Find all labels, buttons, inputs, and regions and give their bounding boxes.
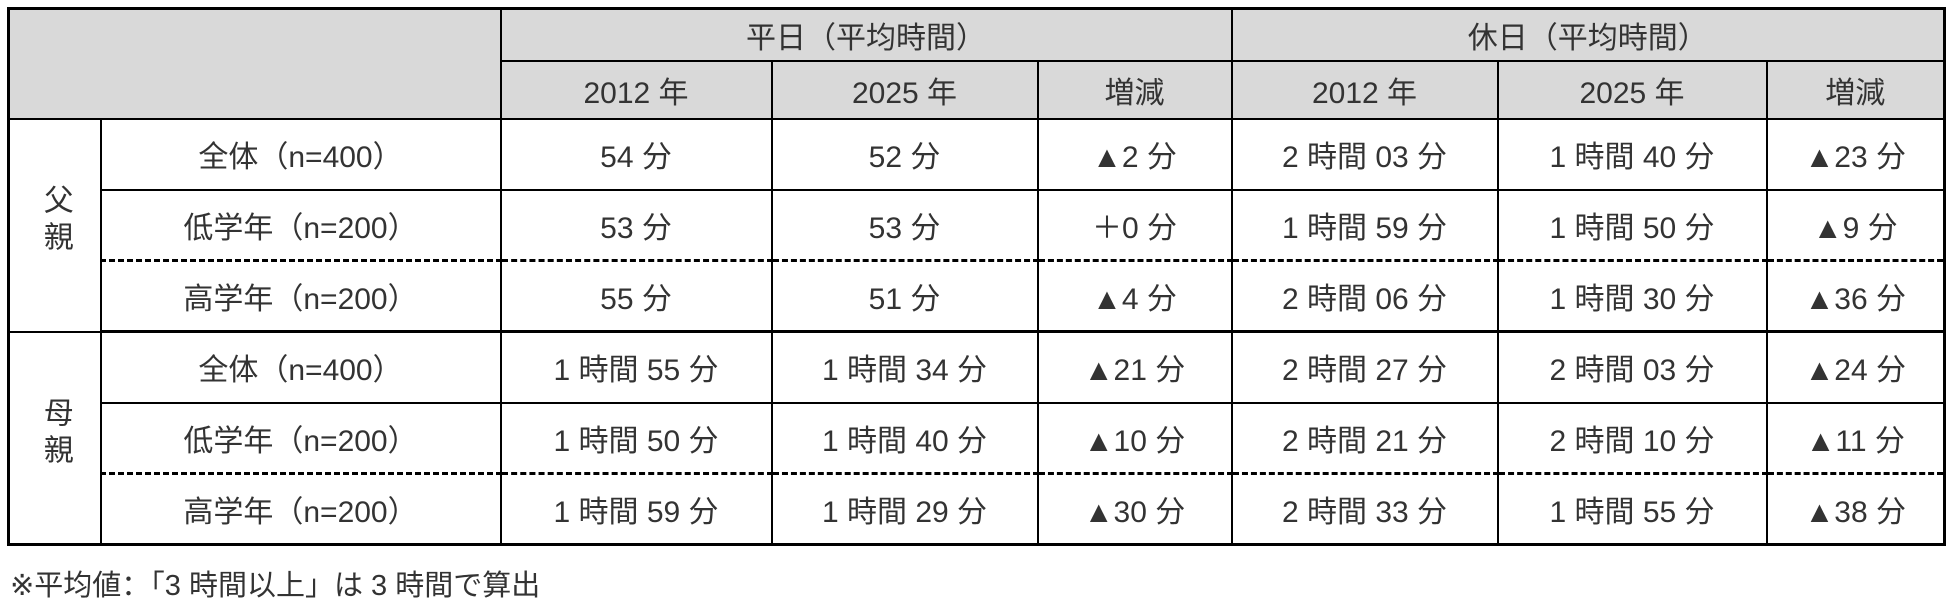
cell-holiday-change: ▲9 分	[1765, 188, 1946, 262]
row-label: 低学年（n=200）	[99, 188, 502, 262]
footnote: ※平均値：「3 時間以上」は 3 時間で算出	[10, 570, 541, 602]
header-weekday-group: 平日（平均時間）	[499, 7, 1233, 62]
cell-holiday-2025: 1 時間 40 分	[1496, 117, 1768, 191]
row-label: 全体（n=400）	[99, 330, 502, 404]
time-comparison-table: 平日（平均時間） 休日（平均時間） 2012 年 2025 年 増減 2012 …	[7, 7, 1947, 546]
cell-weekday-2012: 1 時間 59 分	[499, 472, 773, 546]
group-label-father: 父親	[7, 117, 102, 333]
cell-weekday-2025: 1 時間 29 分	[770, 472, 1039, 546]
cell-weekday-2012: 53 分	[499, 188, 773, 262]
group-label-mother: 母親	[7, 330, 102, 546]
cell-weekday-2012: 1 時間 50 分	[499, 401, 773, 475]
cell-weekday-2025: 53 分	[770, 188, 1039, 262]
cell-holiday-2012: 2 時間 06 分	[1230, 259, 1499, 333]
cell-holiday-2025: 1 時間 50 分	[1496, 188, 1768, 262]
header-row-groups: 平日（平均時間） 休日（平均時間）	[7, 7, 1946, 120]
cell-weekday-change: ▲21 分	[1036, 330, 1233, 404]
cell-weekday-change: ▲30 分	[1036, 472, 1233, 546]
cell-holiday-change: ▲36 分	[1765, 259, 1946, 333]
group-label-text: 父親	[38, 184, 72, 258]
cell-holiday-2025: 1 時間 30 分	[1496, 259, 1768, 333]
table-row-father-lower: 低学年（n=200） 53 分 53 分 ＋0 分 1 時間 59 分 1 時間…	[8, 188, 1946, 262]
table-row-mother-lower: 低学年（n=200） 1 時間 50 分 1 時間 40 分 ▲10 分 2 時…	[8, 401, 1946, 475]
cell-holiday-change: ▲23 分	[1765, 117, 1946, 191]
row-label: 低学年（n=200）	[99, 401, 502, 475]
cell-holiday-change: ▲11 分	[1765, 401, 1946, 475]
cell-holiday-2012: 2 時間 03 分	[1230, 117, 1499, 191]
cell-weekday-2012: 54 分	[499, 117, 773, 191]
cell-holiday-2025: 1 時間 55 分	[1496, 472, 1768, 546]
cell-weekday-2025: 52 分	[770, 117, 1039, 191]
corner-cell	[7, 7, 502, 120]
cell-weekday-change: ▲2 分	[1036, 117, 1233, 191]
cell-weekday-change: ▲4 分	[1036, 259, 1233, 333]
table-row-mother-upper: 高学年（n=200） 1 時間 59 分 1 時間 29 分 ▲30 分 2 時…	[8, 472, 1946, 546]
cell-weekday-2025: 1 時間 34 分	[770, 330, 1039, 404]
cell-holiday-2012: 2 時間 21 分	[1230, 401, 1499, 475]
cell-weekday-change: ▲10 分	[1036, 401, 1233, 475]
header-weekday-change: 増減	[1036, 59, 1233, 120]
header-holiday-2025: 2025 年	[1496, 59, 1768, 120]
table-row-father-all: 父親 全体（n=400） 54 分 52 分 ▲2 分 2 時間 03 分 1 …	[7, 117, 1946, 333]
cell-holiday-2012: 2 時間 27 分	[1230, 330, 1499, 404]
row-label: 高学年（n=200）	[99, 259, 502, 333]
header-holiday-2012: 2012 年	[1230, 59, 1499, 120]
header-holiday-group: 休日（平均時間）	[1230, 7, 1946, 62]
cell-weekday-2025: 1 時間 40 分	[770, 401, 1039, 475]
cell-holiday-2025: 2 時間 10 分	[1496, 401, 1768, 475]
row-label: 高学年（n=200）	[99, 472, 502, 546]
group-label-text: 母親	[38, 396, 72, 471]
cell-holiday-change: ▲38 分	[1765, 472, 1946, 546]
cell-weekday-change: ＋0 分	[1036, 188, 1233, 262]
cell-holiday-2012: 2 時間 33 分	[1230, 472, 1499, 546]
cell-weekday-2012: 55 分	[499, 259, 773, 333]
header-row-columns: 2012 年 2025 年 増減 2012 年 2025 年 増減	[9, 59, 1946, 120]
header-weekday-2025: 2025 年	[770, 59, 1039, 120]
table-row-father-upper: 高学年（n=200） 55 分 51 分 ▲4 分 2 時間 06 分 1 時間…	[8, 259, 1946, 333]
header-holiday-change: 増減	[1765, 59, 1946, 120]
cell-holiday-change: ▲24 分	[1765, 330, 1946, 404]
cell-weekday-2025: 51 分	[770, 259, 1039, 333]
cell-weekday-2012: 1 時間 55 分	[499, 330, 773, 404]
table-row-mother-all: 母親 全体（n=400） 1 時間 55 分 1 時間 34 分 ▲21 分 2…	[7, 330, 1946, 546]
cell-holiday-2025: 2 時間 03 分	[1496, 330, 1768, 404]
header-weekday-2012: 2012 年	[499, 59, 773, 120]
cell-holiday-2012: 1 時間 59 分	[1230, 188, 1499, 262]
row-label: 全体（n=400）	[99, 117, 502, 191]
